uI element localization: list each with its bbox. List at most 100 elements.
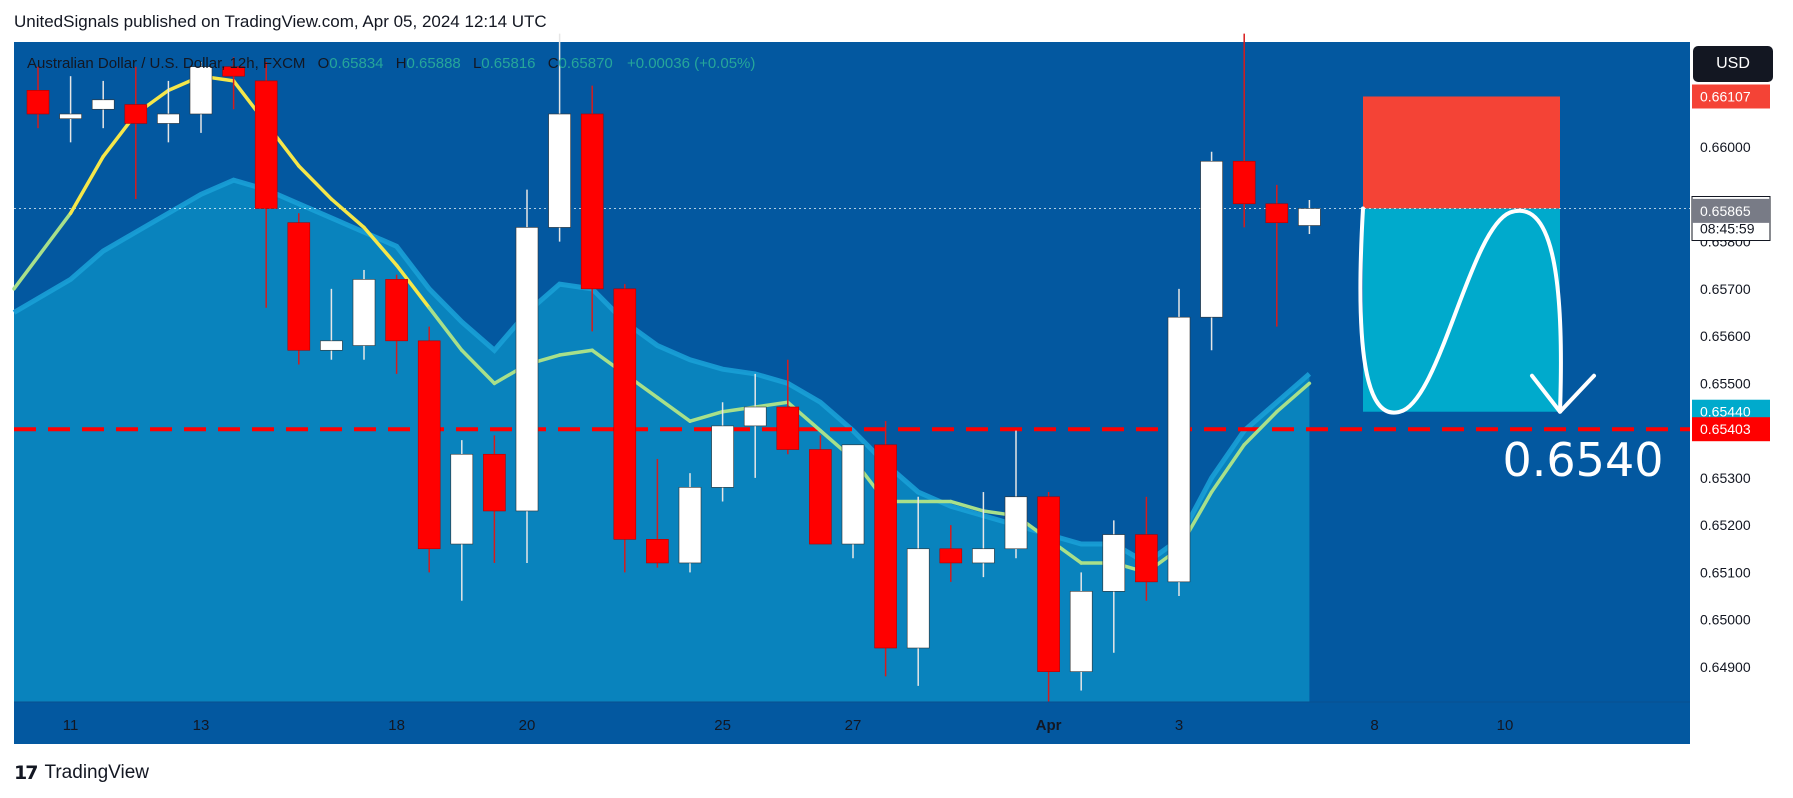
forecast-arrow: [1530, 373, 1596, 414]
candle-body-up: [711, 425, 734, 488]
close-value: 0.65870: [558, 55, 613, 72]
candle: [1265, 184, 1289, 327]
time-tick-label: 3: [1175, 717, 1183, 734]
candle: [874, 421, 897, 677]
candle-body-up: [320, 340, 343, 351]
tradingview-brand: TradingView: [44, 762, 150, 783]
candle-body-down: [646, 539, 669, 564]
candle-body-up: [515, 227, 539, 512]
candle: [1232, 33, 1256, 228]
candle-body-down: [222, 66, 245, 77]
high-value: 0.65888: [406, 55, 461, 72]
countdown-label: 08:45:59: [1700, 221, 1755, 237]
ema-segment: [362, 225, 399, 267]
currency-button[interactable]: USD: [1693, 46, 1773, 82]
short-position-tool[interactable]: [14, 96, 1690, 432]
indicator-cloud: [12, 177, 1312, 703]
candle: [417, 326, 441, 573]
candle-body-down: [613, 288, 637, 540]
candle: [743, 373, 767, 478]
ema-segment: [394, 263, 431, 310]
low-label: L: [472, 55, 482, 72]
candle: [222, 57, 245, 110]
publish-header: UnitedSignals published on TradingView.c…: [14, 12, 547, 31]
candle: [613, 284, 637, 573]
candle-body-up: [450, 453, 474, 545]
forecast-curve: [1358, 206, 1563, 415]
price-tick-label: 0.65000: [1700, 612, 1751, 628]
candle-body-down: [124, 104, 148, 124]
candle: [59, 76, 82, 143]
candle-body-down: [417, 340, 441, 550]
candle: [1200, 151, 1223, 351]
price-label[interactable]: 0.65865: [1692, 198, 1770, 223]
candle-body-down: [26, 90, 50, 115]
candle-body-up: [352, 279, 376, 346]
ema-segment: [329, 197, 366, 230]
candle: [450, 440, 474, 601]
candle: [1298, 199, 1321, 235]
tradingview-logo-icon: 17: [14, 762, 38, 784]
open-value: 0.65834: [329, 55, 384, 72]
candle: [809, 435, 832, 545]
price-tick-label: 0.65700: [1700, 281, 1751, 297]
ema-segment: [688, 409, 725, 423]
time-tick-label: 25: [714, 717, 731, 734]
cloud-upper-line: [12, 177, 1312, 566]
candle-body-down: [287, 222, 311, 351]
price-label-text: 0.65403: [1700, 421, 1751, 437]
candle: [124, 66, 148, 200]
price-label[interactable]: 0.65403: [1692, 417, 1770, 442]
candle-body-down: [776, 406, 800, 450]
price-tick-label: 0.66000: [1700, 139, 1751, 155]
candle-body-down: [1232, 160, 1256, 205]
target-annotation: 0.6540: [1503, 433, 1664, 487]
time-tick-label: 20: [519, 717, 536, 734]
candle: [287, 213, 311, 365]
candle: [939, 525, 963, 582]
candle-body-down: [385, 279, 408, 342]
high-label: H: [395, 55, 407, 72]
price-tick-label: 0.65200: [1700, 517, 1751, 533]
candle-body-down: [1037, 496, 1060, 672]
candle-body-up: [548, 113, 571, 228]
ema-segment: [1242, 409, 1279, 447]
candle: [841, 444, 865, 559]
time-axis-background: [14, 702, 1690, 744]
symbol-legend: Australian Dollar / U.S. Dollar, 12h, FX…: [27, 55, 755, 72]
candle: [157, 80, 180, 143]
candle-body-down: [939, 548, 963, 564]
time-axis[interactable]: 11 13 18 20 25 27 Apr 3 8 10: [14, 701, 1690, 744]
price-label-text: 0.65865: [1700, 203, 1751, 219]
price-axis-background: [1690, 42, 1774, 744]
candle: [776, 359, 800, 455]
stop-loss-zone[interactable]: [1363, 96, 1560, 209]
candle: [320, 288, 343, 360]
candle: [352, 269, 376, 360]
candle: [1069, 572, 1093, 691]
time-tick-label: 11: [63, 717, 79, 734]
candle-body-up: [1069, 591, 1093, 672]
price-axis[interactable]: 0.64900 0.65000 0.65100 0.65200 0.65300 0.655…: [1690, 42, 1774, 744]
ema-segment: [949, 499, 986, 513]
take-profit-zone[interactable]: [1363, 208, 1560, 412]
candle-body-up: [1004, 496, 1028, 550]
low-value: 0.65816: [481, 55, 536, 72]
tradingview-logo[interactable]: 17 TradingView: [14, 762, 149, 784]
ema-segment: [297, 164, 334, 201]
candle-body-down: [1135, 534, 1158, 583]
candle-body-up: [1298, 208, 1321, 226]
time-tick-label: 27: [845, 717, 862, 734]
ema-segment: [1275, 381, 1312, 414]
candle: [1135, 496, 1158, 601]
candle: [189, 62, 213, 133]
ema-segment: [460, 348, 497, 386]
candle-body-up: [1167, 316, 1191, 583]
time-tick-label: 8: [1370, 717, 1378, 734]
time-tick-label: Apr: [1036, 717, 1062, 734]
candle: [385, 274, 408, 374]
candle: [515, 189, 539, 563]
ema-segment: [557, 348, 594, 357]
price-label[interactable]: 0.66107: [1692, 84, 1770, 109]
